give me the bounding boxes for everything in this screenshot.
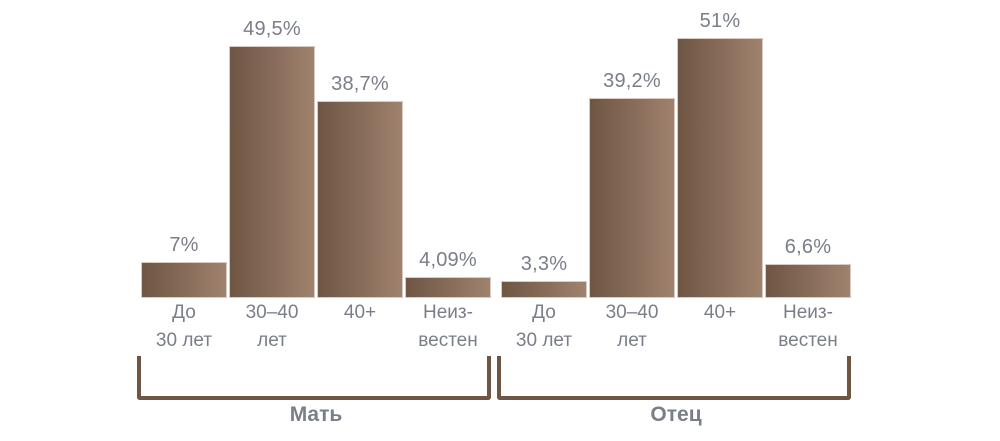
category-label: До 30 лет (155, 302, 213, 351)
group-bracket-father (497, 356, 851, 400)
bar-father-unknown (765, 264, 851, 298)
value-label: 3,3% (520, 253, 568, 275)
group-bracket-mother (137, 356, 491, 400)
bar-mother-under-30 (141, 262, 227, 298)
value-label: 7% (169, 234, 199, 256)
bar-father-40-plus (677, 38, 763, 298)
bar-father-under-30 (501, 281, 587, 298)
value-label: 49,5% (243, 18, 301, 40)
value-label: 38,7% (331, 73, 389, 95)
category-label: 30–40 лет (245, 302, 299, 351)
value-label: 6,6% (784, 236, 832, 258)
value-label: 4,09% (419, 249, 477, 271)
category-label: 40+ (343, 302, 377, 323)
bar-mother-unknown (405, 277, 491, 298)
value-label: 51% (699, 10, 741, 32)
category-label: Неиз- вестен (778, 302, 838, 351)
category-label: 40+ (703, 302, 737, 323)
category-label: 30–40 лет (605, 302, 659, 351)
group-label-father: Отец (650, 403, 702, 426)
category-label: Неиз- вестен (418, 302, 478, 351)
value-label: 39,2% (603, 70, 661, 92)
group-label-mother: Мать (289, 403, 343, 426)
bar-father-30-40 (589, 98, 675, 298)
bar-mother-40-plus (317, 101, 403, 298)
bar-mother-30-40 (229, 46, 315, 298)
category-label: До 30 лет (515, 302, 573, 351)
